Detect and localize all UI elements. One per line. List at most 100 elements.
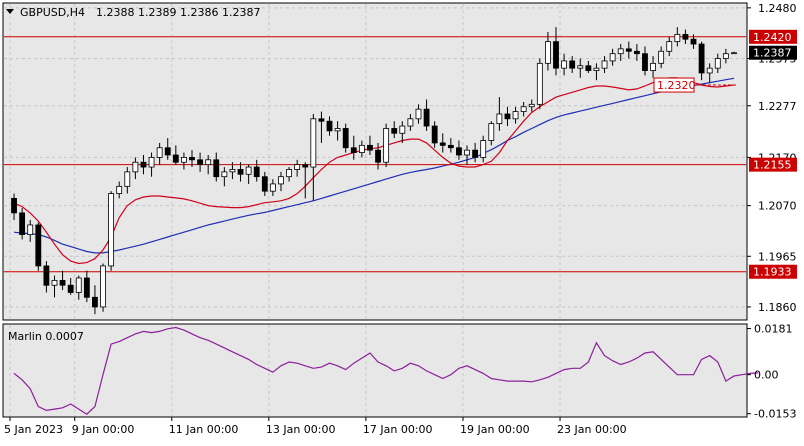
candle-body	[367, 144, 373, 151]
candle-body	[334, 128, 341, 132]
candle-body	[633, 50, 640, 55]
y-tick-label: 1.2277	[758, 100, 797, 113]
fast-ma-series	[13, 77, 735, 265]
candle	[472, 142, 479, 163]
y-tick-label: 1.1860	[758, 301, 797, 314]
candle	[181, 152, 187, 170]
candle-body	[43, 265, 50, 286]
ohlc-readout: 1.2388 1.2389 1.2386 1.2387	[96, 6, 260, 19]
candle-body	[132, 161, 139, 173]
candle-body	[431, 125, 438, 144]
candle	[480, 135, 487, 163]
candle-body	[294, 164, 301, 170]
candle-body	[205, 159, 212, 166]
price-labels: 1.2420 1.2155 1.1933 1.2387 1.2320	[653, 29, 797, 279]
candle	[383, 123, 390, 168]
candle	[698, 41, 705, 81]
candle	[229, 162, 236, 180]
y-tick-label: 0.0181	[754, 323, 793, 336]
candle-body	[51, 280, 58, 286]
window-menu-triangle-icon[interactable]	[6, 9, 14, 14]
candle	[625, 41, 632, 59]
candle-body	[674, 33, 681, 43]
candle-body	[350, 147, 357, 153]
x-tick-label: 9 Jan 00:00	[72, 423, 135, 436]
candle	[706, 63, 713, 83]
candle	[415, 104, 422, 124]
candle	[108, 191, 115, 271]
candle	[294, 159, 301, 177]
candle-body	[342, 128, 349, 149]
candle-body	[561, 60, 567, 69]
candle	[43, 261, 50, 293]
candle	[253, 159, 260, 182]
candle	[156, 142, 163, 165]
candle-body	[617, 48, 624, 55]
ma-label-box	[653, 77, 695, 93]
candle	[92, 285, 98, 315]
candle	[342, 123, 349, 153]
candle	[75, 275, 82, 300]
y-tick-label: 1.2480	[758, 2, 797, 15]
candle-body	[148, 156, 155, 168]
price-label-text: 1.2387	[753, 47, 792, 60]
candle-body	[545, 41, 551, 64]
price-label-box	[749, 157, 797, 172]
candle	[674, 27, 681, 47]
candle	[569, 56, 576, 73]
candle	[237, 162, 244, 182]
candle	[116, 181, 123, 199]
time-axis[interactable]: 5 Jan 2023 9 Jan 00:00 11 Jan 00:00 13 Jan …	[4, 417, 627, 436]
main-plot-area[interactable]	[2, 2, 748, 321]
candle	[658, 46, 665, 69]
candle	[11, 193, 17, 221]
indicator-axis[interactable]: 0.0181 0.00 -0.0153	[747, 323, 796, 421]
indicator-plot-area[interactable]	[2, 323, 748, 418]
price-label-box	[749, 45, 797, 60]
candle-body	[278, 176, 284, 185]
candle-body	[75, 277, 82, 293]
candle-body	[472, 149, 479, 158]
candle	[124, 167, 131, 194]
candle	[593, 63, 600, 81]
candle-body	[383, 128, 390, 163]
y-tick-label: -0.0153	[754, 408, 796, 421]
candle	[140, 154, 147, 175]
candle-body	[625, 48, 632, 52]
candle	[189, 150, 195, 168]
candle-body	[690, 38, 697, 45]
candle-body	[658, 50, 665, 64]
candle	[51, 275, 58, 298]
candle	[666, 36, 673, 57]
candle-body	[407, 118, 414, 127]
candle-body	[116, 185, 123, 194]
x-tick-label: 13 Jan 00:00	[266, 423, 336, 436]
candle	[601, 56, 608, 73]
candle	[213, 152, 220, 182]
candle-body	[456, 147, 462, 156]
candle-body	[520, 106, 527, 112]
candle-body	[245, 166, 252, 175]
candle-body	[375, 149, 381, 163]
x-tick-label: 17 Jan 00:00	[363, 423, 433, 436]
candle	[310, 113, 317, 201]
candle	[302, 162, 309, 199]
candle-body	[439, 142, 446, 146]
candle	[375, 142, 381, 170]
price-label-text: 1.2420	[753, 31, 792, 44]
candle-body	[11, 198, 17, 214]
candle-body	[593, 67, 600, 71]
y-tick-label: 1.2070	[758, 200, 797, 213]
candle	[367, 135, 373, 155]
candle-body	[100, 265, 106, 308]
candle	[399, 121, 406, 143]
candle	[407, 113, 414, 131]
y-tick-label: 1.1965	[758, 250, 797, 263]
candle-body	[577, 65, 584, 69]
candle-body	[528, 103, 535, 108]
candle-body	[569, 60, 576, 69]
candle-body	[189, 156, 195, 161]
candle-body	[536, 62, 543, 105]
candle-body	[140, 161, 147, 168]
